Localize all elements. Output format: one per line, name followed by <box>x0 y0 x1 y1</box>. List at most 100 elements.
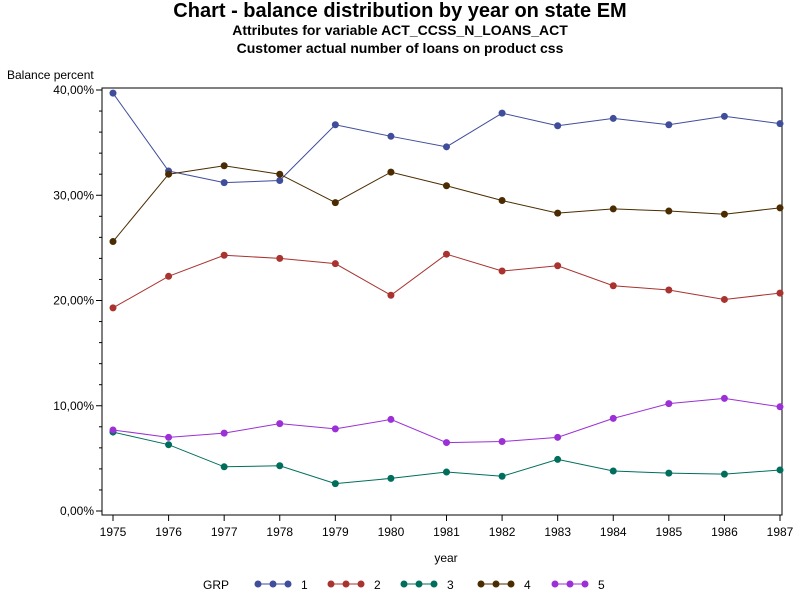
legend-3-marker <box>415 580 423 588</box>
series-5-point <box>165 433 173 441</box>
x-tick-label: 1976 <box>155 525 182 539</box>
series-5-point <box>554 433 562 441</box>
series-3-point <box>276 462 284 470</box>
series-1-point <box>554 122 562 130</box>
series-1-point <box>276 177 284 185</box>
chart-title: Chart - balance distribution by year on … <box>173 0 627 22</box>
x-tick-label: 1987 <box>767 525 794 539</box>
series-3-point <box>776 466 784 474</box>
x-tick-label: 1983 <box>544 525 571 539</box>
x-tick-label: 1986 <box>711 525 738 539</box>
x-tick-label: 1977 <box>211 525 238 539</box>
legend-5-marker <box>581 580 589 588</box>
legend-2-label: 2 <box>374 578 381 592</box>
series-5-point <box>609 414 617 422</box>
series-2-point <box>720 295 728 303</box>
series-4-point <box>276 170 284 178</box>
series-2-point <box>665 286 673 294</box>
series-2-point <box>387 291 395 299</box>
series-4-point <box>554 209 562 217</box>
x-tick-label: 1984 <box>600 525 627 539</box>
series-5-point <box>220 429 228 437</box>
series-1-point <box>387 132 395 140</box>
legend-2-marker <box>342 580 350 588</box>
series-5-point <box>665 400 673 408</box>
series-3-point <box>665 469 673 477</box>
legend-4-marker <box>507 580 515 588</box>
series-2-point <box>109 304 117 312</box>
series-4-point <box>331 199 339 207</box>
series-4-point <box>665 207 673 215</box>
series-5-point <box>443 439 450 447</box>
series-3-point <box>220 463 228 471</box>
series-3-point <box>609 467 617 475</box>
series-2-point <box>498 267 506 275</box>
legend-3-marker <box>430 580 438 588</box>
series-2-point <box>554 262 562 270</box>
series-2-point <box>220 251 228 259</box>
series-4-point <box>609 205 617 213</box>
series-1-point <box>331 121 339 129</box>
series-2-line <box>112 253 781 309</box>
series-2-point <box>776 289 784 297</box>
legend-5-marker <box>551 580 559 588</box>
series-5-line <box>112 397 781 444</box>
x-tick-label: 1981 <box>433 525 460 539</box>
y-tick-label: 40,00% <box>53 83 94 97</box>
x-tick-label: 1978 <box>266 525 293 539</box>
series-5-point <box>276 420 284 428</box>
series-2-point <box>331 260 339 268</box>
chart-subtitle-2: Customer actual number of loans on produ… <box>236 40 564 56</box>
y-axis-label: Balance percent <box>7 68 94 82</box>
y-tick-label: 10,00% <box>53 399 94 413</box>
x-tick-label: 1975 <box>100 525 127 539</box>
series-4-point <box>220 162 228 170</box>
series-4-point <box>109 238 117 246</box>
y-tick-label: 30,00% <box>53 188 94 202</box>
legend-5-label: 5 <box>598 578 605 592</box>
series-3-point <box>387 474 395 482</box>
series-1-point <box>776 120 784 128</box>
x-tick-label: 1979 <box>322 525 349 539</box>
legend-4-label: 4 <box>524 578 531 592</box>
x-tick-label: 1982 <box>489 525 516 539</box>
x-tick-label: 1985 <box>655 525 682 539</box>
series-5-point <box>776 403 784 411</box>
series-5-point <box>109 426 117 434</box>
legend-3-label: 3 <box>447 578 454 592</box>
series-4-point <box>720 210 728 218</box>
series-2-point <box>609 282 617 290</box>
legend-4-marker <box>492 580 500 588</box>
series-4-point <box>776 204 784 212</box>
legend-2-marker <box>357 580 365 588</box>
series-5-point <box>331 425 339 433</box>
legend-title: GRP <box>203 578 229 592</box>
series-3-point <box>720 470 728 478</box>
legend-5-marker <box>566 580 574 588</box>
legend-4-marker <box>477 580 485 588</box>
series-1-point <box>720 112 728 120</box>
series-2-point <box>276 254 284 262</box>
series-2-point <box>165 272 173 280</box>
legend-1-marker <box>284 580 292 588</box>
series-4-point <box>165 170 173 178</box>
series-1-point <box>220 179 228 187</box>
series-4-point <box>443 182 450 190</box>
series-3-point <box>443 468 450 476</box>
legend-1-marker <box>269 580 277 588</box>
series-3-point <box>331 480 339 488</box>
x-axis-label: year <box>434 551 457 565</box>
y-tick-label: 20,00% <box>53 294 94 308</box>
series-1-point <box>109 89 117 97</box>
series-1-line <box>112 92 781 184</box>
series-4-line <box>112 165 781 242</box>
series-3-point <box>165 441 173 449</box>
series-4-point <box>387 168 395 176</box>
legend-2-marker <box>327 580 335 588</box>
chart-subtitle: Attributes for variable ACT_CCSS_N_LOANS… <box>232 22 568 38</box>
x-tick-label: 1980 <box>378 525 405 539</box>
series-1-point <box>498 109 506 117</box>
series-1-point <box>665 121 673 129</box>
plot-frame <box>101 87 783 516</box>
